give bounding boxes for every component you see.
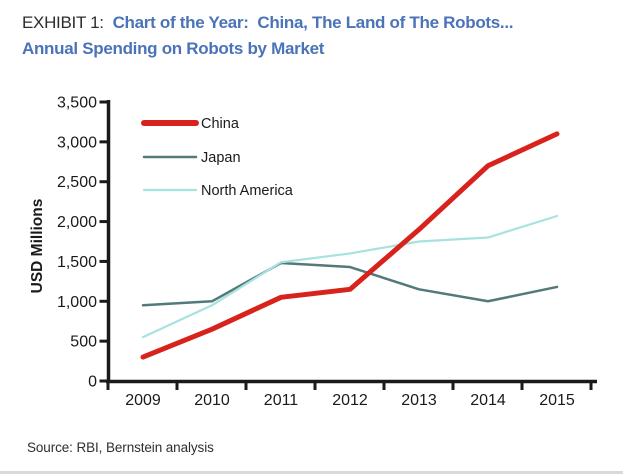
x-tick-label: 2013 (401, 392, 437, 409)
y-tick-label: 2,000 (57, 214, 97, 231)
chart-title-block: EXHIBIT 1: Chart of the Year: China, The… (22, 10, 610, 88)
y-axis-title: USD Millions (29, 199, 46, 294)
series-line-north-america (141, 214, 559, 339)
legend-label-north-america: North America (201, 183, 294, 199)
x-tick-label: 2009 (125, 392, 161, 409)
x-tick-label: 2010 (194, 392, 230, 409)
series-line-china (140, 131, 560, 360)
x-tick-label: 2011 (264, 392, 299, 409)
exhibit-label: EXHIBIT 1: (22, 13, 104, 32)
y-tick-label: 500 (70, 334, 97, 351)
y-tick-label: 2,500 (57, 174, 97, 191)
x-tick-label: 2015 (539, 392, 575, 409)
y-tick-label: 3,500 (57, 95, 97, 112)
y-tick-label: 1,000 (57, 294, 97, 311)
x-tick-label: 2012 (332, 392, 368, 409)
legend-label-japan: Japan (201, 150, 241, 166)
x-tick-label: 2014 (470, 392, 506, 409)
source-note: Source: RBI, Bernstein analysis (27, 440, 214, 455)
legend-label-china: China (201, 116, 240, 132)
y-tick-label: 0 (88, 374, 97, 391)
y-tick-label: 1,500 (57, 254, 97, 271)
chart-title-line2: Annual Spending on Robots by Market (22, 39, 325, 58)
series-line-japan (141, 261, 559, 307)
chart-title-line1: Chart of the Year: China, The Land of Th… (112, 13, 514, 32)
y-tick-label: 3,000 (57, 134, 97, 151)
